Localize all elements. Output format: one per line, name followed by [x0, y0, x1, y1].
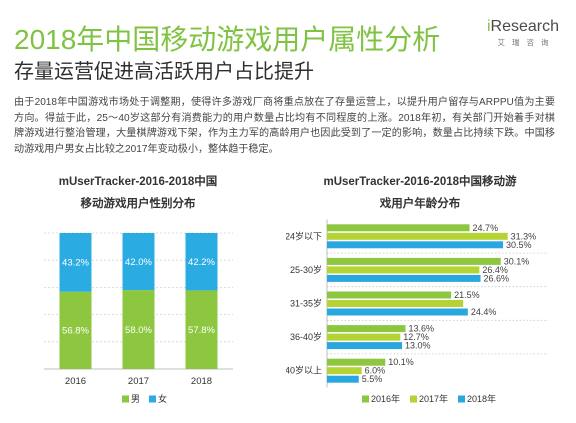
gender-legend-swatch-female: [149, 395, 156, 403]
age-chart-title: mUserTracker-2016-2018中国移动游 戏用户年龄分布: [300, 171, 540, 215]
age-legend-label-2016: 2016年: [371, 393, 400, 404]
gender-legend-label-male: 男: [131, 394, 140, 404]
age-bar-31-35-2018: [327, 308, 468, 316]
gender-chart-title: mUserTracker-2016-2018中国 移动游戏用户性别分布: [18, 171, 258, 215]
age-chart-title-line: 戏用户年龄分布: [379, 198, 461, 210]
age-category-label-over-40: 40岁以上: [286, 365, 322, 376]
gender-value-label-2017-male: 58.0%: [125, 325, 152, 336]
age-value-label-36-40-2017: 12.7%: [403, 332, 429, 342]
gender-value-label-2016-female: 43.2%: [62, 258, 89, 269]
gender-chart-title-line: mUserTracker-2016-2018中国: [58, 176, 218, 188]
age-bar-under-24-2017: [327, 232, 508, 240]
intro-line: 由于2018年中国游戏市场处于调整期，使得许多游戏厂商将重点放在了存量运营上，以…: [14, 97, 555, 108]
gender-bar-2017-female: [122, 233, 155, 291]
age-value-label-over-40-2016: 10.1%: [388, 357, 414, 367]
gender-value-label-2017-female: 42.0%: [125, 257, 152, 268]
iresearch-logo: iResearch 艾瑞咨询: [484, 17, 562, 48]
page-subtitle: 存量运营促进高活跃用户占比提升: [14, 61, 314, 83]
age-bar-over-40-2017: [327, 367, 362, 375]
age-bar-36-40-2018: [327, 342, 403, 350]
age-chart: 24岁以下 24.7% 31.3%30.5% 25-30岁 30.1%26.4%26.6…: [286, 219, 548, 404]
gender-legend-label-female: 女: [158, 393, 167, 404]
intro-line: 方向。得益于此，25～40岁这部分有消费能力的用户数量占比均有不同程度的上涨。2…: [14, 112, 555, 124]
age-legend-swatch-2016: [362, 395, 369, 403]
age-value-label-31-35-2018: 24.4%: [471, 307, 497, 317]
age-value-label-over-40-2018: 5.5%: [362, 374, 383, 384]
age-category-label-36-40: 36-40岁: [290, 331, 322, 342]
age-value-label-25-30-2018: 26.6%: [484, 273, 510, 283]
logo-brand-cn-text: 艾瑞咨询: [497, 38, 556, 47]
age-value-label-36-40-2018: 13.0%: [405, 341, 431, 351]
age-bar-under-24-2016: [327, 224, 470, 232]
age-value-label-under-24-2016: 24.7%: [473, 223, 499, 233]
age-bar-31-35-2017: [327, 300, 464, 307]
age-category-label-25-30: 25-30岁: [290, 264, 322, 275]
age-legend-swatch-2017: [410, 395, 417, 403]
age-legend-label-2018: 2018年: [467, 393, 496, 404]
age-bar-25-30-2017: [327, 266, 480, 274]
age-legend-label-2017: 2017年: [419, 393, 448, 404]
age-value-label-over-40-2017: 6.0%: [365, 366, 386, 376]
age-bar-under-24-2018: [327, 241, 504, 249]
age-bar-31-35-2016: [327, 291, 452, 299]
logo-brand-text: iResearch: [486, 18, 560, 35]
gender-bar-2018-female: [185, 233, 218, 291]
age-value-label-25-30-2017: 26.4%: [482, 265, 508, 275]
gender-bar-2017-male: [122, 290, 155, 369]
gender-value-label-2018-female: 42.2%: [188, 257, 215, 268]
age-value-label-36-40-2016: 13.6%: [408, 324, 434, 334]
age-category-label-under-24: 24岁以下: [286, 230, 322, 241]
age-legend-swatch-2018: [458, 395, 465, 403]
gender-category-label-2017: 2017: [128, 376, 149, 387]
gender-category-label-2016: 2016: [65, 376, 86, 387]
age-value-label-25-30-2016: 30.1%: [504, 256, 530, 266]
age-bar-25-30-2018: [327, 274, 481, 282]
gender-bar-2016-male: [59, 291, 92, 369]
age-category-label-31-35: 31-35岁: [290, 298, 322, 309]
gender-chart-title-line: 移动游戏用户性别分布: [80, 198, 196, 210]
gender-value-label-2016-male: 56.8%: [62, 326, 89, 337]
age-bar-25-30-2016: [327, 257, 501, 265]
gender-bar-2016-female: [59, 233, 92, 292]
intro-paragraph: 由于2018年中国游戏市场处于调整期，使得许多游戏厂商将重点放在了存量运营上，以…: [14, 95, 555, 157]
gender-bar-2018-male: [185, 290, 218, 369]
age-bar-36-40-2016: [327, 325, 406, 333]
gender-category-label-2018: 2018: [191, 376, 212, 387]
age-value-label-31-35-2016: 21.5%: [454, 290, 480, 300]
gender-chart: 56.8% 43.2% 2016 58.0% 42.0% 2017 57.8% 42.2% 20…: [44, 232, 233, 404]
age-bar-over-40-2016: [327, 358, 386, 366]
age-value-label-under-24-2018: 30.5%: [506, 240, 532, 250]
age-value-label-under-24-2017: 31.3%: [511, 231, 537, 241]
age-bar-36-40-2017: [327, 333, 401, 341]
gender-value-label-2018-male: 57.8%: [188, 325, 215, 336]
intro-line: 牌游戏进行整治管理，大量棋牌游戏下架，作为主力军的高龄用户也因此受到了一定的影响…: [14, 128, 555, 140]
gender-legend-swatch-male: [122, 395, 129, 403]
page-title: 2018年中国移动游戏用户属性分析: [14, 24, 441, 55]
age-bar-over-40-2018: [327, 375, 359, 383]
intro-line: 动游戏用户男女占比较之2017年变动极小，整体趋于稳定。: [14, 143, 279, 155]
age-chart-title-line: mUserTracker-2016-2018中国移动游: [323, 176, 517, 188]
